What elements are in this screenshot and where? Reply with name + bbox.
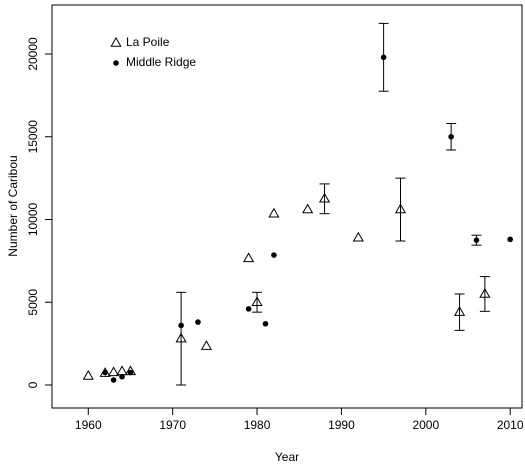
dot-point bbox=[127, 369, 134, 376]
y-tick-label: 10000 bbox=[26, 202, 40, 236]
triangle-point bbox=[453, 306, 466, 316]
dot-point bbox=[262, 320, 269, 327]
error-bar bbox=[395, 177, 406, 242]
dot-point bbox=[448, 133, 454, 140]
triangle-point bbox=[175, 332, 187, 343]
legend-label: La Poile bbox=[126, 35, 170, 49]
triangle-point bbox=[352, 231, 364, 242]
error-bar bbox=[176, 291, 187, 386]
y-tick-label: 0 bbox=[26, 381, 40, 388]
x-tick-label: 2010 bbox=[497, 418, 524, 432]
y-tick-label: 15000 bbox=[26, 120, 40, 154]
x-axis-label: Year bbox=[275, 450, 299, 464]
y-tick-label: 5000 bbox=[26, 289, 40, 316]
triangle-point bbox=[82, 370, 94, 380]
triangle-point bbox=[394, 203, 407, 214]
triangle-point bbox=[302, 203, 314, 214]
legend-marker bbox=[110, 36, 122, 47]
triangle-point bbox=[200, 340, 213, 350]
dot-point bbox=[380, 54, 387, 61]
error-bar bbox=[454, 293, 465, 331]
triangle-point bbox=[318, 192, 331, 203]
triangle-point bbox=[268, 207, 280, 218]
error-bar bbox=[319, 183, 330, 215]
y-tick-label: 20000 bbox=[26, 37, 40, 71]
error-bar bbox=[479, 276, 490, 312]
triangle-point bbox=[107, 366, 120, 377]
dot-point bbox=[245, 306, 252, 312]
triangle-point bbox=[479, 287, 491, 298]
dot-point bbox=[271, 252, 277, 258]
legend-marker bbox=[113, 60, 119, 66]
error-bar bbox=[252, 291, 263, 313]
triangle-point bbox=[251, 296, 263, 306]
triangle-point bbox=[242, 252, 255, 263]
x-tick-label: 1980 bbox=[244, 418, 271, 432]
dot-point bbox=[178, 322, 184, 329]
legend-label: Middle Ridge bbox=[126, 55, 196, 69]
dot-point bbox=[195, 319, 201, 325]
dot-point bbox=[507, 236, 513, 243]
dot-point bbox=[110, 377, 117, 383]
triangle-point bbox=[116, 365, 128, 376]
x-tick-label: 1990 bbox=[328, 418, 355, 432]
dot-point bbox=[473, 237, 480, 243]
plot-frame bbox=[51, 4, 523, 409]
x-tick-label: 2000 bbox=[412, 418, 439, 432]
dot-point bbox=[102, 369, 108, 376]
x-tick-label: 1970 bbox=[159, 418, 186, 432]
x-tick-label: 1960 bbox=[75, 418, 102, 432]
dot-point bbox=[119, 373, 125, 380]
y-axis-label: Number of Caribou bbox=[6, 155, 20, 256]
